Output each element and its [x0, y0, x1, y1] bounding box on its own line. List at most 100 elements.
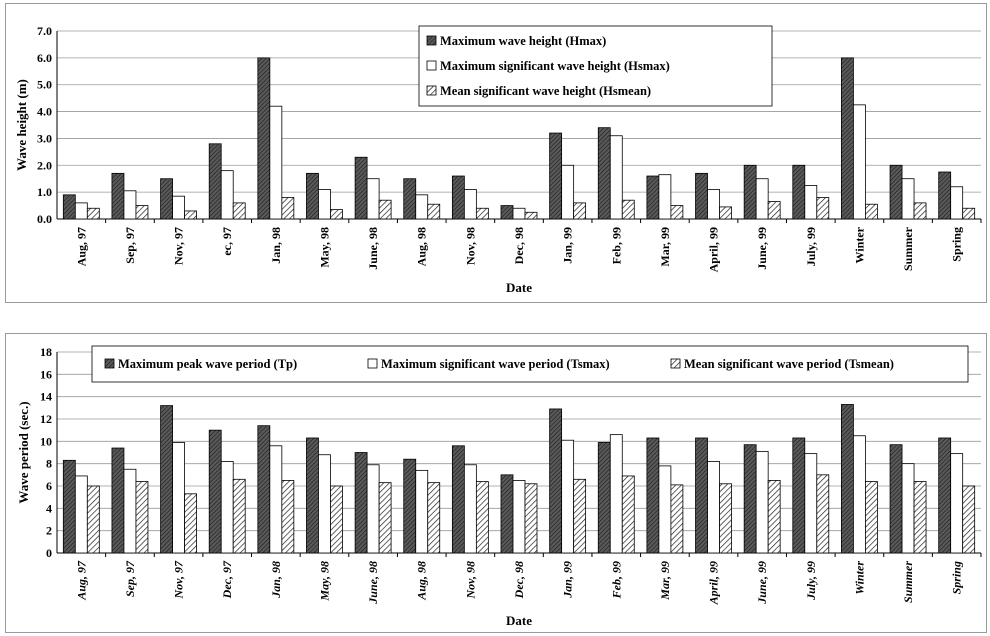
bar: [306, 437, 319, 554]
bar: [415, 469, 429, 554]
bar: [950, 186, 964, 220]
bar: [695, 172, 708, 220]
y-tick-label: 10: [40, 434, 52, 448]
bar: [172, 442, 185, 554]
bar: [719, 206, 732, 220]
bar: [184, 493, 197, 554]
bar: [500, 205, 514, 220]
bar: [573, 202, 587, 220]
legend-swatch: [426, 35, 437, 46]
bar: [427, 482, 441, 554]
x-tick-label: June, 98: [366, 227, 380, 270]
bar: [463, 464, 477, 554]
y-tick-label: 0: [46, 546, 52, 560]
x-tick-label: Aug, 98: [415, 561, 429, 601]
y-tick-label: 5.0: [37, 78, 52, 92]
bar: [573, 478, 587, 554]
bar: [767, 480, 781, 554]
bar: [135, 481, 149, 554]
bar: [463, 189, 477, 220]
legend-label: Maximum significant wave period (Tsmax): [381, 357, 610, 371]
x-tick-label: ec, 97: [220, 227, 234, 256]
bar: [123, 468, 137, 554]
bar: [755, 450, 769, 554]
bar: [232, 202, 246, 220]
bar: [695, 437, 708, 554]
legend-swatch: [426, 60, 437, 71]
x-tick-label: April, 99: [707, 227, 721, 272]
bar: [865, 203, 878, 220]
bar: [160, 178, 173, 220]
x-tick-label: Nov, 97: [172, 227, 186, 265]
y-tick-label: 7.0: [37, 24, 52, 38]
bar: [804, 453, 818, 554]
x-tick-label: Jan, 98: [269, 561, 283, 599]
bar: [366, 464, 380, 554]
x-tick-label: Jan, 98: [269, 227, 283, 264]
bar: [318, 189, 331, 220]
bar: [403, 178, 417, 220]
bar: [816, 474, 830, 554]
x-tick-label: Jan, 99: [561, 561, 575, 599]
x-tick-label: Aug, 98: [415, 227, 429, 266]
bar: [512, 480, 526, 554]
legend-label: Maximum significant wave height (Hsmax): [440, 59, 670, 73]
x-tick-label: June, 98: [366, 561, 380, 605]
y-tick-label: 12: [40, 412, 52, 426]
bar: [658, 174, 672, 220]
x-tick-label: Mar, 99: [658, 561, 672, 601]
bar: [841, 57, 854, 220]
x-tick-label: July, 99: [804, 561, 818, 601]
x-tick-label: Spring: [950, 561, 964, 594]
bar: [524, 483, 538, 554]
wave-height-panel: 0.0 1.0 2.0 3.0 4.0 5.0 6.0 7.0 Aug, 97 Sep, 97 No…: [5, 3, 987, 303]
bar: [257, 425, 271, 554]
y-tick-label: 6: [46, 479, 52, 493]
bar: [86, 207, 100, 220]
legend-label: Maximum peak wave period (Tp): [118, 357, 297, 371]
bar: [962, 485, 976, 554]
bar: [318, 454, 331, 554]
bar: [378, 199, 392, 220]
bar: [816, 197, 830, 220]
bar: [475, 207, 489, 220]
wave-period-panel: 0 2 4 6 8 10 12 14 16 18 Aug, 97 Sep, 97 Nov, 97 Dec,…: [5, 333, 987, 633]
bar: [743, 444, 757, 554]
bar: [160, 405, 173, 554]
bar: [74, 202, 88, 220]
x-tick-label: Summer: [901, 226, 915, 271]
x-tick-label: July, 99: [804, 227, 818, 266]
bar: [889, 444, 903, 554]
bar: [123, 190, 137, 220]
bar: [475, 481, 489, 554]
bar: [74, 475, 88, 554]
x-tick-label: Feb, 99: [609, 227, 623, 264]
x-tick-label: June, 99: [755, 227, 769, 270]
bar: [707, 189, 720, 220]
bar: [792, 437, 806, 554]
y-tick-label: 16: [40, 367, 52, 381]
bar: [500, 474, 514, 554]
bar: [172, 195, 185, 220]
bar: [451, 175, 465, 220]
x-tick-label: Nov, 98: [463, 561, 477, 600]
bar: [451, 445, 465, 554]
x-tick-label: Dec, 98: [512, 561, 526, 599]
bar: [853, 435, 866, 554]
bar: [792, 164, 806, 220]
y-tick-label: 2: [46, 524, 52, 538]
bar: [549, 132, 563, 220]
bar: [841, 404, 854, 554]
bar: [561, 439, 575, 554]
bar: [597, 127, 611, 220]
bar: [901, 178, 915, 220]
bar: [306, 172, 319, 220]
y-tick-label: 6.0: [37, 51, 52, 65]
bar: [366, 178, 380, 220]
legend-label: Mean significant wave period (Tsmean): [684, 357, 894, 371]
bar: [220, 170, 234, 220]
bar: [646, 437, 660, 554]
bar: [670, 484, 684, 554]
y-axis-label: Wave period (sec.): [16, 401, 31, 503]
bar: [378, 482, 392, 554]
